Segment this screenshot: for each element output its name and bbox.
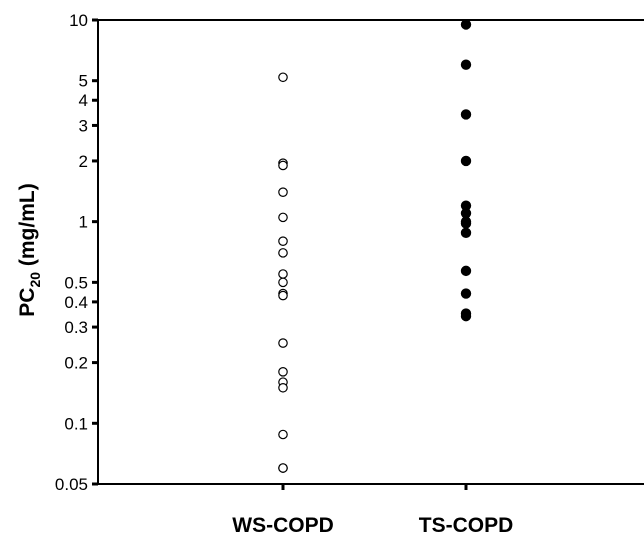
y-axis-label-main: PC: [16, 288, 39, 317]
y-tick-label: 10: [69, 11, 88, 30]
y-tick-label: 0.05: [55, 475, 88, 494]
ws-copd-point: [278, 367, 288, 377]
x-ticks: WS-COPD TS-COPD: [232, 484, 513, 537]
ws-copd-point: [278, 269, 288, 279]
y-tick-label: 0.5: [64, 273, 88, 292]
ws-copd-point: [278, 248, 288, 258]
ws-copd-point: [278, 160, 288, 171]
ws-copd-point: [278, 429, 288, 440]
y-tick-label: 5: [79, 72, 88, 91]
ws-copd-point: [278, 463, 288, 473]
data-points: [278, 19, 472, 473]
ws-copd-point: [278, 382, 288, 393]
ts-copd-point: [460, 59, 472, 70]
y-tick-label: 0.4: [64, 293, 88, 312]
y-axis-label: PC20 (mg/mL): [16, 183, 43, 316]
ws-copd-point: [278, 212, 288, 223]
y-axis-label-subscript: 20: [27, 272, 43, 288]
ws-copd-point: [278, 290, 288, 301]
y-tick-label: 3: [79, 116, 88, 135]
y-tick-label: 4: [79, 91, 88, 110]
ts-copd-point: [460, 19, 472, 30]
ws-copd-point: [278, 277, 288, 288]
ts-copd-point: [460, 218, 472, 229]
y-tick-label: 0.3: [64, 318, 88, 337]
y-tick-label: 0.2: [64, 354, 88, 373]
axes: [97, 19, 644, 485]
x-category-label: TS-COPD: [419, 514, 514, 537]
ts-copd-point: [460, 265, 472, 277]
ws-copd-point: [278, 236, 288, 246]
y-tick-label: 2: [79, 152, 88, 171]
y-axis-label-unit: (mg/mL): [16, 183, 39, 272]
x-category-label: WS-COPD: [232, 514, 334, 537]
ts-copd-point: [460, 155, 472, 167]
ws-copd-point: [278, 187, 288, 197]
ts-copd-point: [460, 109, 472, 120]
y-ticks: 0.05 0.1 0.2 0.3 0.40.5 1 2 3 45 10: [55, 11, 98, 494]
ts-copd-point: [460, 227, 472, 239]
y-tick-label: 1: [79, 213, 88, 232]
ts-copd-point: [460, 310, 472, 322]
y-tick-label: 0.1: [64, 414, 88, 433]
ts-copd-point: [460, 288, 472, 299]
ws-copd-point: [278, 338, 288, 348]
ws-copd-point: [278, 72, 288, 83]
